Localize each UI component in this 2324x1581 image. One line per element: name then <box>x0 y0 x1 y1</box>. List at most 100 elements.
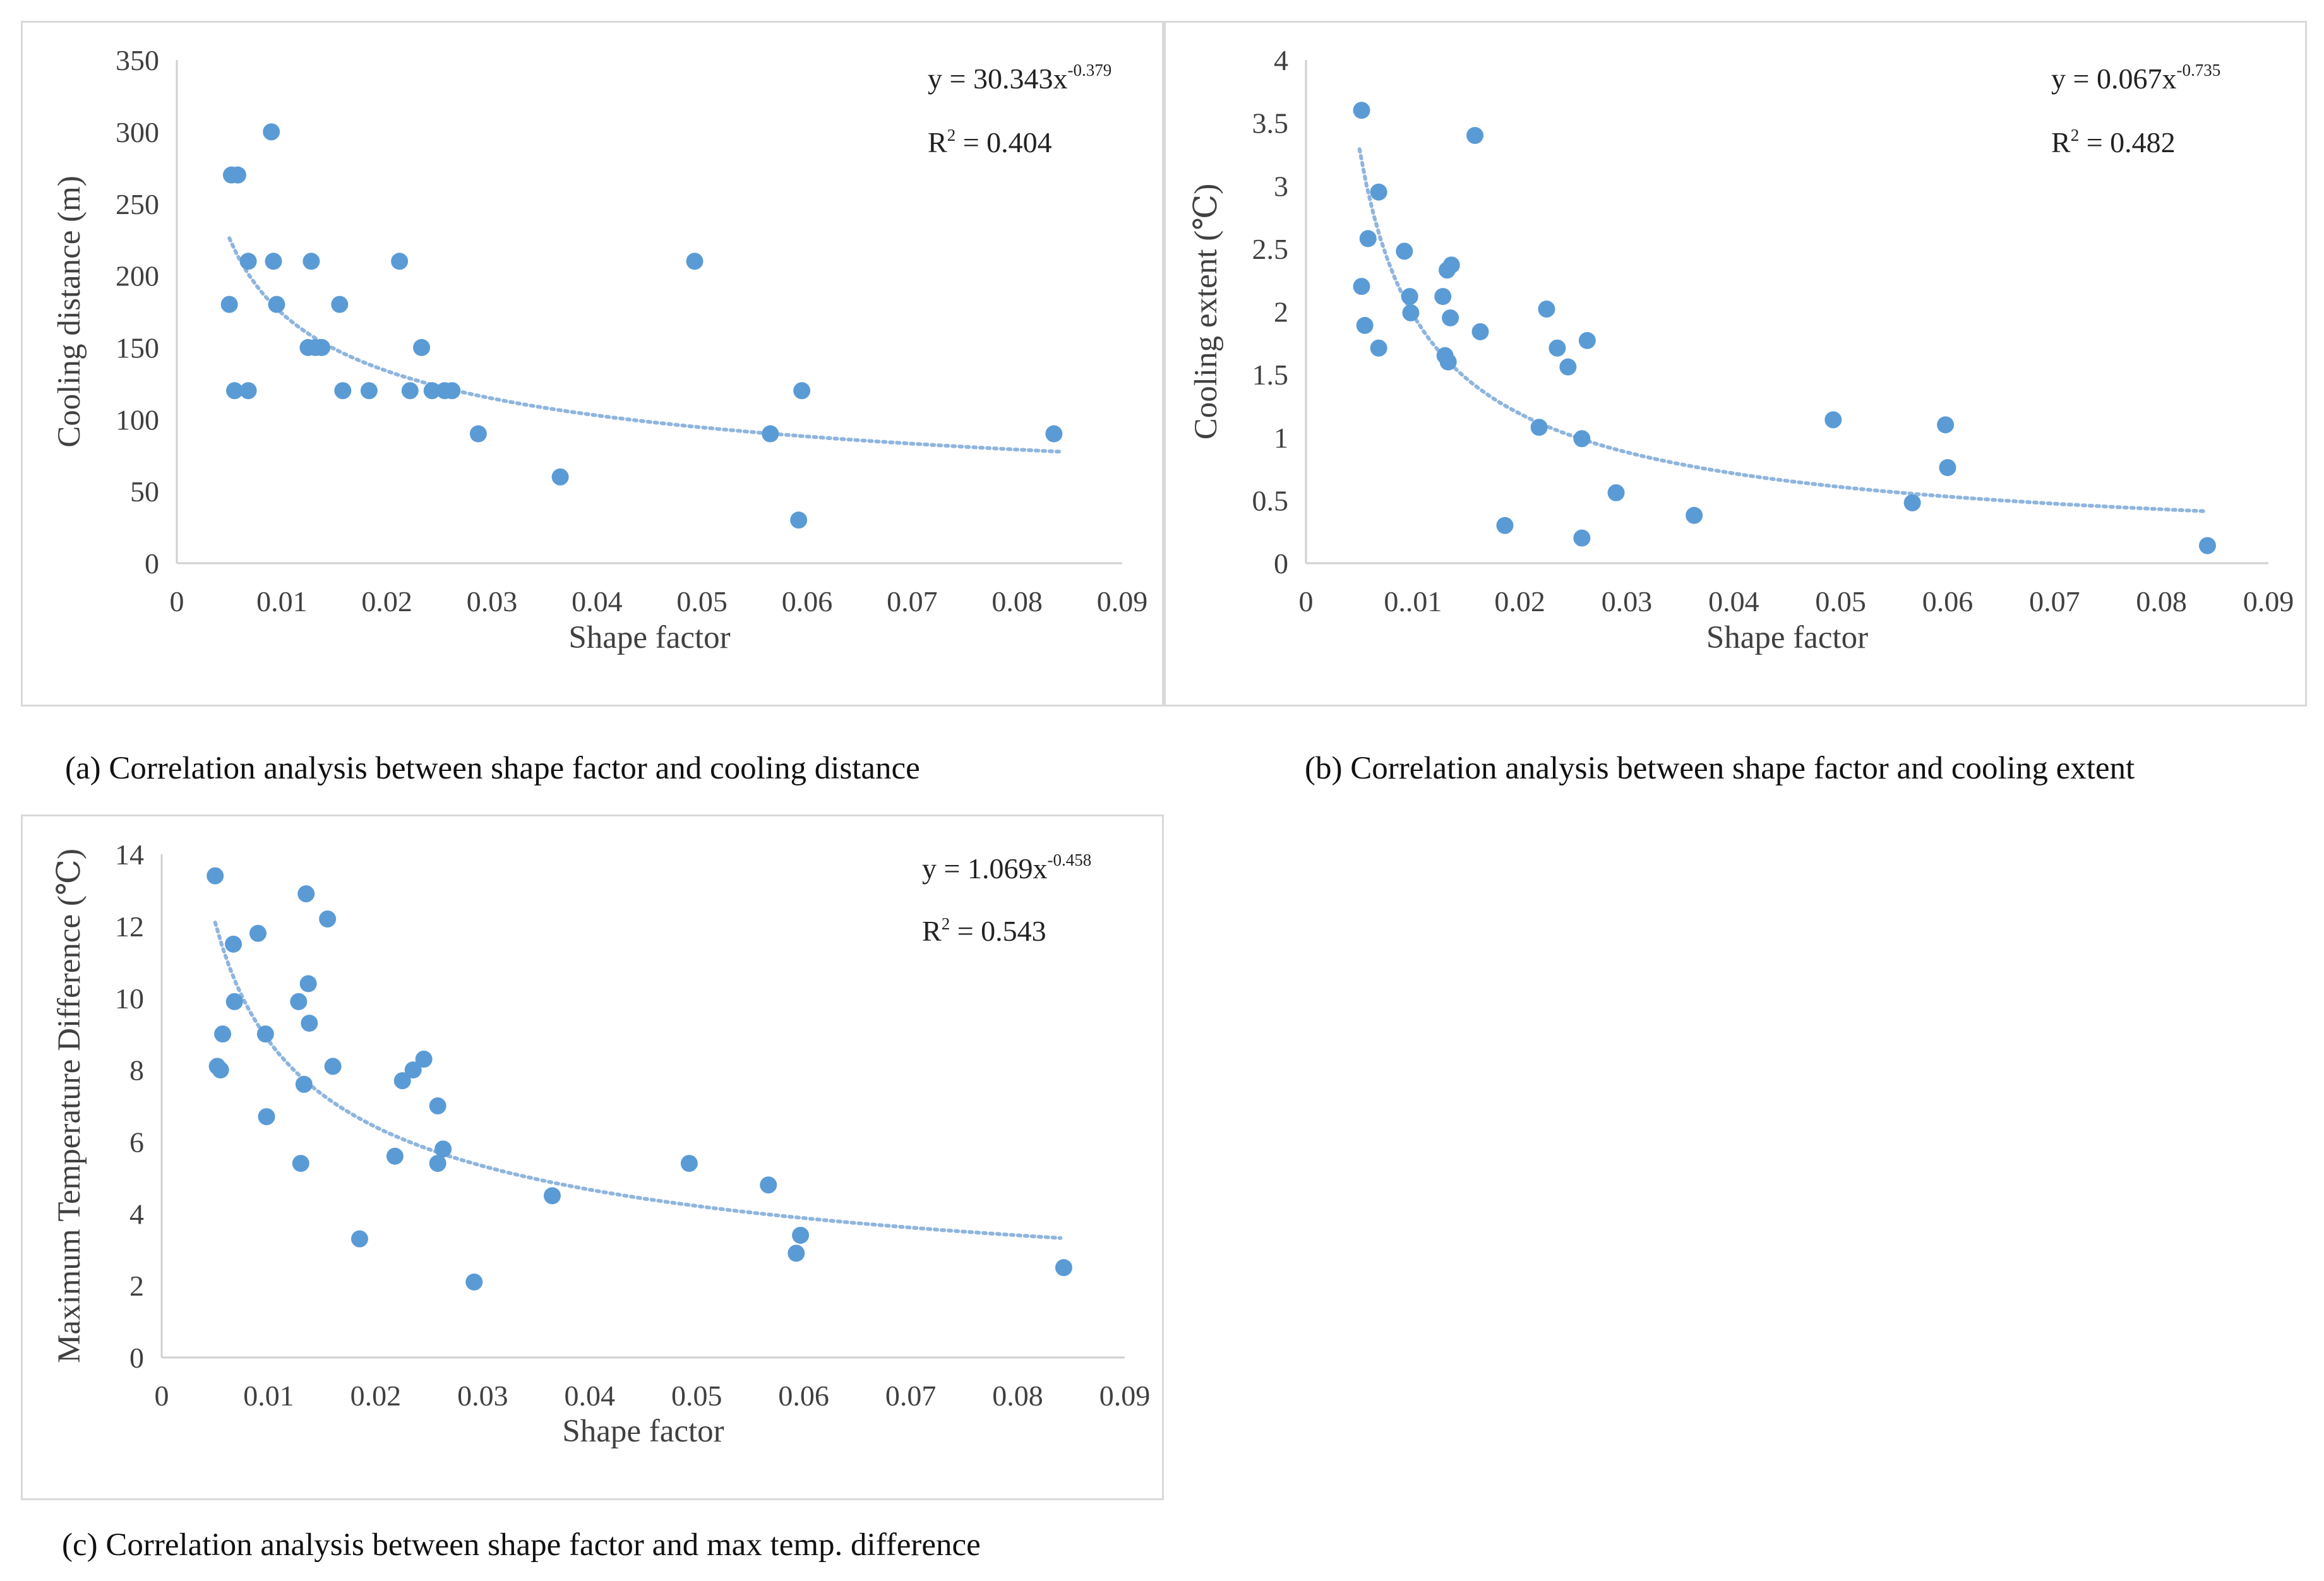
x-tick-label-b: 0.08 <box>2136 585 2187 617</box>
data-point-a <box>239 382 257 400</box>
data-point-b <box>1434 288 1452 306</box>
y-tick-label-c: 8 <box>129 1054 144 1087</box>
x-tick-label-a: 0 <box>170 585 184 617</box>
x-tick-label-b: 0.06 <box>1922 585 1974 617</box>
data-point-c <box>295 1075 313 1093</box>
x-axis-title-c: Shape factor <box>562 1414 724 1449</box>
equation-label-c: y = 1.069x-0.458 <box>922 850 1091 885</box>
data-point-a <box>263 123 280 141</box>
data-point-a <box>229 166 246 184</box>
data-point-b <box>1824 411 1842 429</box>
caption-a: (a) Correlation analysis between shape f… <box>65 751 920 786</box>
data-point-c <box>429 1097 446 1114</box>
r-squared-label-c: R2 = 0.543 <box>922 914 1046 947</box>
x-tick-label-b: 0.07 <box>2029 585 2080 617</box>
x-tick-label-a: 0.03 <box>467 585 518 617</box>
x-tick-label-c: 0 <box>155 1380 169 1412</box>
x-tick-label-b: 0.03 <box>1602 585 1653 617</box>
data-point-b <box>1439 353 1457 371</box>
data-point-a <box>313 338 331 356</box>
data-point-b <box>1937 416 1955 434</box>
caption-b: (b) Correlation analysis between shape f… <box>1305 751 2135 786</box>
data-point-a <box>790 511 808 529</box>
x-tick-label-a: 0.05 <box>676 585 728 617</box>
data-point-a <box>331 295 349 313</box>
data-point-b <box>1559 358 1577 376</box>
y-tick-label-a: 50 <box>130 475 159 508</box>
data-point-b <box>1370 183 1387 201</box>
data-point-b <box>1370 339 1387 357</box>
x-tick-label-a: 0.04 <box>572 585 623 617</box>
chart-c-svg: 0 2 4 6 8 10 12 14 0 0.01 0.02 0.03 0.04 0.05 0.06 0.07… <box>52 838 1150 1449</box>
y-tick-label-b: 1.5 <box>1252 359 1289 391</box>
x-tick-label-b: 0..01 <box>1384 585 1442 617</box>
data-point-a <box>220 295 238 313</box>
trendline-a <box>227 236 1062 454</box>
data-point-b <box>1686 506 1703 524</box>
chart-panel-c: 0 2 4 6 8 10 12 14 0 0.01 0.02 0.03 0.04 0.05 0.06 0.07… <box>21 814 1164 1500</box>
data-point-b <box>1496 516 1514 534</box>
x-tick-label-a: 0.08 <box>991 585 1043 617</box>
x-axis-title-a: Shape factor <box>568 620 730 655</box>
data-point-c <box>415 1050 433 1068</box>
data-point-c <box>680 1155 698 1172</box>
y-tick-label-a: 350 <box>116 44 159 76</box>
data-point-c <box>393 1072 411 1090</box>
data-point-a <box>225 382 243 400</box>
data-point-a <box>413 338 431 356</box>
x-tick-label-b: 0.02 <box>1494 585 1545 617</box>
data-point-a <box>391 253 409 270</box>
data-point-b <box>1530 419 1548 436</box>
data-point-b <box>1573 529 1591 547</box>
x-tick-label-a: 0.01 <box>256 585 308 617</box>
y-tick-label-c: 0 <box>129 1342 144 1374</box>
y-tick-label-a: 0 <box>145 547 159 580</box>
data-point-c <box>319 910 337 928</box>
y-tick-label-a: 300 <box>116 116 159 148</box>
equation-label-b: y = 0.067x-0.735 <box>2051 61 2220 95</box>
data-point-b <box>1578 331 1596 349</box>
data-point-c <box>760 1176 777 1194</box>
data-point-c <box>465 1273 483 1291</box>
x-tick-label-c: 0.02 <box>350 1380 402 1412</box>
x-tick-label-a: 0.06 <box>782 585 833 617</box>
x-tick-label-c: 0.01 <box>243 1380 294 1412</box>
x-tick-label-b: 0.04 <box>1708 585 1759 617</box>
data-point-b <box>1401 288 1418 306</box>
y-tick-label-b: 2 <box>1274 296 1288 328</box>
data-point-a <box>551 468 569 486</box>
data-point-b <box>1573 430 1591 448</box>
data-point-c <box>225 993 243 1010</box>
y-tick-label-b: 4 <box>1274 44 1288 76</box>
data-point-b <box>1353 102 1370 119</box>
data-point-c <box>543 1187 561 1205</box>
data-point-a <box>1045 425 1063 443</box>
y-tick-label-a: 200 <box>116 260 159 292</box>
y-tick-label-c: 12 <box>115 910 144 943</box>
r-squared-label-a: R2 = 0.404 <box>928 126 1052 158</box>
data-point-b <box>1548 339 1566 357</box>
y-tick-label-b: 2.5 <box>1252 233 1289 265</box>
chart-panel-a: 0 50 100 150 200 250 300 350 0 0.01 0.02 0.03 0.04 0.… <box>21 21 1164 707</box>
data-point-c <box>1055 1259 1072 1277</box>
y-tick-label-c: 4 <box>129 1198 144 1230</box>
chart-a-svg: 0 50 100 150 200 250 300 350 0 0.01 0.02 0.03 0.04 0.… <box>52 44 1147 655</box>
data-point-b <box>1359 230 1377 248</box>
data-point-c <box>292 1155 309 1172</box>
data-point-a <box>334 382 352 400</box>
data-point-b <box>1442 309 1459 326</box>
data-point-a <box>762 425 779 443</box>
data-point-a <box>265 253 282 270</box>
data-point-b <box>2198 537 2216 554</box>
data-point-b <box>1607 484 1625 501</box>
data-point-b <box>1538 301 1555 318</box>
trendline-b <box>1357 147 2207 513</box>
y-tick-label-c: 6 <box>129 1126 144 1159</box>
x-tick-label-c: 0.04 <box>565 1380 616 1412</box>
data-point-c <box>212 1061 229 1079</box>
y-tick-label-b: 1 <box>1274 422 1288 454</box>
x-tick-label-b: 0 <box>1299 585 1314 617</box>
data-point-c <box>214 1025 232 1043</box>
data-point-a <box>268 295 285 313</box>
caption-c: (c) Correlation analysis between shape f… <box>62 1527 981 1563</box>
